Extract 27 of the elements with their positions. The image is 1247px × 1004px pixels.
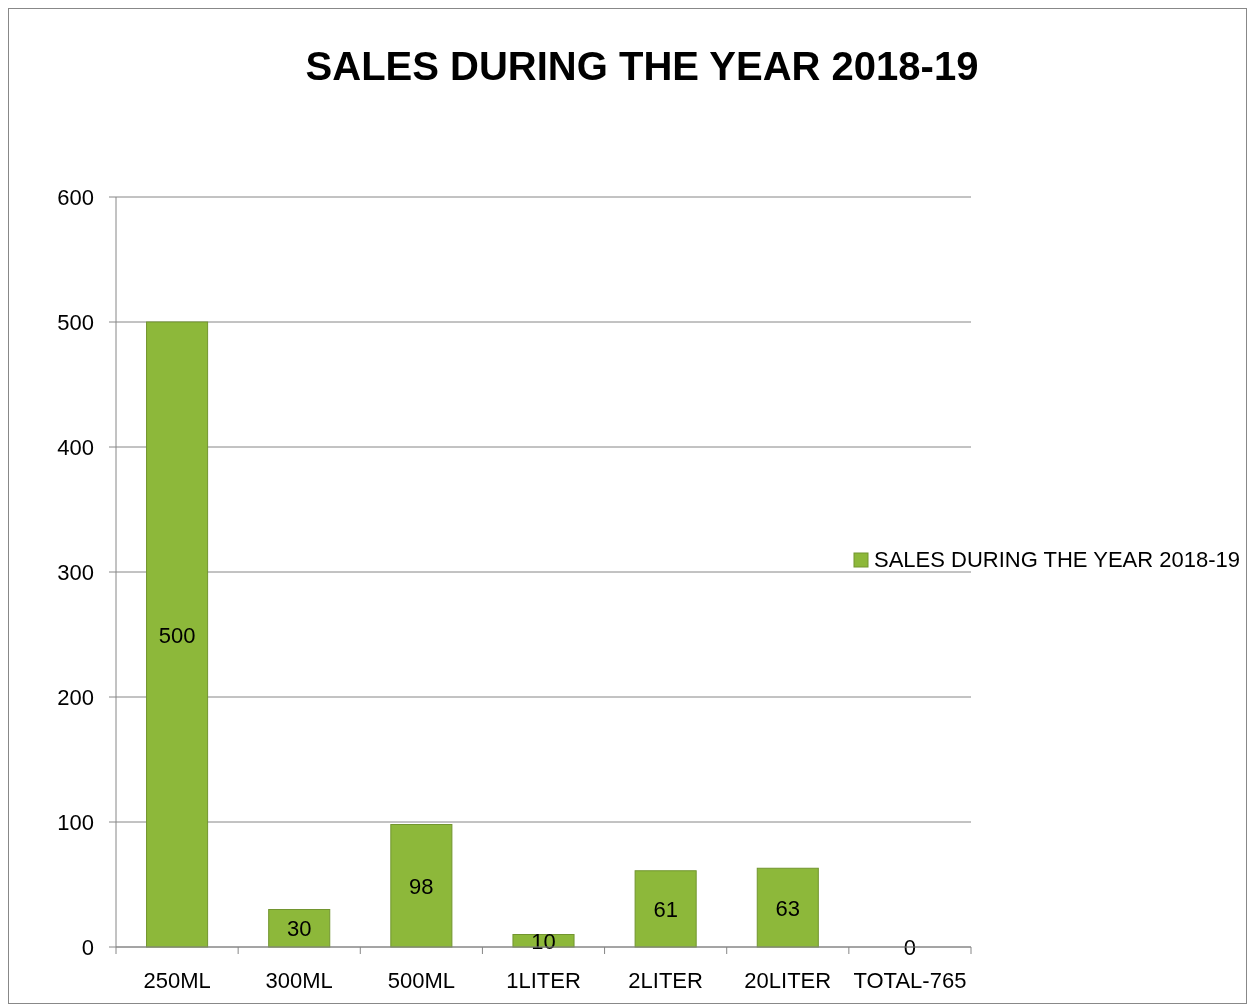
legend-label: SALES DURING THE YEAR 2018-19 [874,547,1241,572]
chart-title: SALES DURING THE YEAR 2018-19 [305,44,979,88]
data-label: 0 [903,935,917,960]
bar [756,867,819,948]
data-label: 61 [653,896,678,922]
y-tick-label: 300 [57,560,94,585]
bar [634,870,697,948]
data-label: 98 [409,873,434,899]
x-tick-label: 2LITER [628,968,703,993]
x-tick-label: 1LITER [506,968,581,993]
data-label: 500 [158,622,196,648]
y-tick-label: 500 [57,310,94,335]
x-tick-label: 300ML [265,968,333,993]
data-label: 30 [286,916,312,942]
data-label: 10 [531,928,556,954]
bar [146,321,209,948]
y-tick-label: 0 [81,935,94,960]
x-tick-label: 500ML [387,968,455,993]
bar [390,824,453,948]
x-tick-label: TOTAL-765 [853,968,967,993]
y-tick-label: 100 [57,810,94,835]
x-tick-label: 20LITER [744,968,832,993]
y-tick-label: 400 [57,435,94,460]
data-label: 63 [775,895,801,921]
x-tick-label: 250ML [143,968,211,993]
y-tick-label: 200 [57,685,94,710]
y-tick-label: 600 [57,185,94,210]
